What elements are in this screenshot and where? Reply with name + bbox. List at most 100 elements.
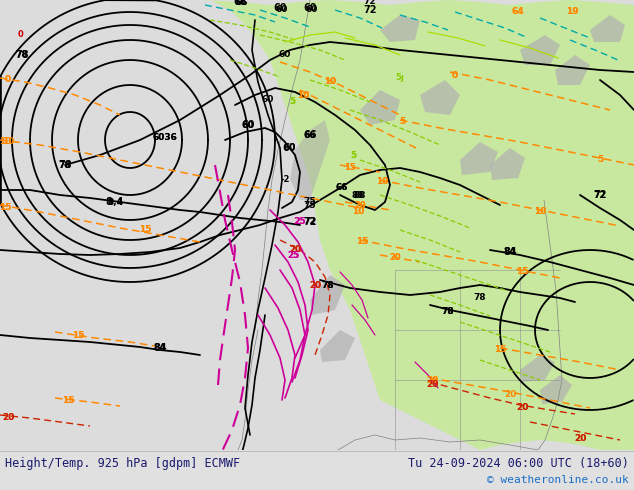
Text: 72: 72 <box>364 0 377 6</box>
Text: 15: 15 <box>61 395 74 405</box>
Text: 10: 10 <box>297 91 309 99</box>
Text: 15: 15 <box>139 225 152 235</box>
Text: 25: 25 <box>294 218 306 226</box>
Text: 6036: 6036 <box>153 133 178 143</box>
Text: 15: 15 <box>356 238 368 246</box>
Text: 66: 66 <box>304 130 316 140</box>
Text: 66: 66 <box>336 183 348 193</box>
Text: 78: 78 <box>15 50 29 60</box>
Text: 78: 78 <box>442 308 455 317</box>
Polygon shape <box>490 148 525 180</box>
Text: 5: 5 <box>350 150 356 160</box>
Text: 15: 15 <box>494 345 507 354</box>
Text: 60: 60 <box>242 121 254 129</box>
Text: 20: 20 <box>289 245 301 254</box>
Text: -2: -2 <box>280 175 290 185</box>
Text: 15: 15 <box>494 345 507 354</box>
Text: 5ȷ: 5ȷ <box>396 74 404 82</box>
Text: 60: 60 <box>306 5 318 15</box>
Text: 66: 66 <box>303 130 317 140</box>
Text: 8,4: 8,4 <box>107 197 123 206</box>
Text: 66: 66 <box>233 0 247 7</box>
Polygon shape <box>310 275 345 315</box>
Text: 64: 64 <box>512 7 524 17</box>
Text: Height/Temp. 925 hPa [gdpm] ECMWF: Height/Temp. 925 hPa [gdpm] ECMWF <box>5 457 240 469</box>
Text: 88: 88 <box>352 191 365 199</box>
Polygon shape <box>460 142 498 175</box>
Text: 20: 20 <box>354 200 366 210</box>
Text: 78: 78 <box>321 280 334 290</box>
Text: 78: 78 <box>321 280 334 290</box>
Polygon shape <box>380 15 420 42</box>
Text: 20: 20 <box>574 434 586 442</box>
Text: 0: 0 <box>5 75 11 84</box>
Text: 19: 19 <box>566 7 578 17</box>
Text: 20: 20 <box>289 245 301 254</box>
Text: 15: 15 <box>515 268 528 276</box>
Text: 0: 0 <box>17 30 23 40</box>
Text: 15: 15 <box>0 202 11 212</box>
Text: 0: 0 <box>5 75 11 84</box>
Text: 60: 60 <box>273 3 287 13</box>
Text: 19: 19 <box>566 7 578 17</box>
Text: 20: 20 <box>2 413 14 421</box>
Text: 78: 78 <box>442 308 455 317</box>
Text: © weatheronline.co.uk: © weatheronline.co.uk <box>488 475 629 485</box>
Text: 64: 64 <box>512 7 524 17</box>
Polygon shape <box>290 120 330 200</box>
Text: 88: 88 <box>354 191 366 199</box>
Text: 20: 20 <box>426 375 438 385</box>
Text: 75: 75 <box>304 200 316 210</box>
Text: 78: 78 <box>58 160 72 170</box>
Text: 84: 84 <box>153 343 166 352</box>
Text: 5: 5 <box>399 118 405 126</box>
Text: 20: 20 <box>574 434 586 442</box>
Text: 10: 10 <box>297 91 309 99</box>
Text: 5: 5 <box>597 155 603 165</box>
Text: 20: 20 <box>516 402 528 412</box>
Text: 78: 78 <box>59 161 71 170</box>
Text: 60: 60 <box>242 120 255 130</box>
Text: 15: 15 <box>0 202 11 212</box>
Text: 20: 20 <box>354 200 366 210</box>
Text: 72: 72 <box>363 5 377 15</box>
Text: 15: 15 <box>344 164 356 172</box>
Text: 25: 25 <box>287 250 299 260</box>
Text: 5: 5 <box>597 155 603 165</box>
Text: 6036: 6036 <box>153 133 178 143</box>
Text: 0: 0 <box>452 71 458 79</box>
Text: 75: 75 <box>304 197 316 206</box>
Text: 10: 10 <box>534 207 546 217</box>
Text: 20: 20 <box>426 379 438 389</box>
Text: 5: 5 <box>350 150 356 160</box>
Text: 72: 72 <box>593 190 607 200</box>
Text: 8 4: 8 4 <box>107 197 124 207</box>
Text: 20: 20 <box>309 280 321 290</box>
Text: 5: 5 <box>399 118 405 126</box>
Text: Tu 24-09-2024 06:00 UTC (18+60): Tu 24-09-2024 06:00 UTC (18+60) <box>408 457 629 469</box>
Text: 20: 20 <box>389 253 401 263</box>
Polygon shape <box>520 35 560 65</box>
Polygon shape <box>200 0 634 450</box>
Text: 15: 15 <box>61 395 74 405</box>
Text: 15: 15 <box>344 164 356 172</box>
Text: 10: 10 <box>376 177 388 187</box>
Polygon shape <box>320 330 355 362</box>
Text: 15: 15 <box>139 225 152 235</box>
Text: 72: 72 <box>304 218 316 226</box>
Polygon shape <box>555 55 590 85</box>
Text: 60: 60 <box>279 50 291 59</box>
Text: 78: 78 <box>16 50 29 59</box>
Text: 60: 60 <box>282 143 295 153</box>
Text: 20: 20 <box>2 413 14 421</box>
Polygon shape <box>520 355 555 382</box>
Text: 20: 20 <box>309 280 321 290</box>
Text: 20: 20 <box>504 390 516 398</box>
Text: 78: 78 <box>474 294 486 302</box>
Text: 66: 66 <box>236 0 249 7</box>
Text: 25: 25 <box>294 218 306 226</box>
Text: 20: 20 <box>426 379 438 389</box>
Text: 15: 15 <box>72 330 84 340</box>
Text: 15: 15 <box>72 330 84 340</box>
Text: 10: 10 <box>0 138 11 147</box>
